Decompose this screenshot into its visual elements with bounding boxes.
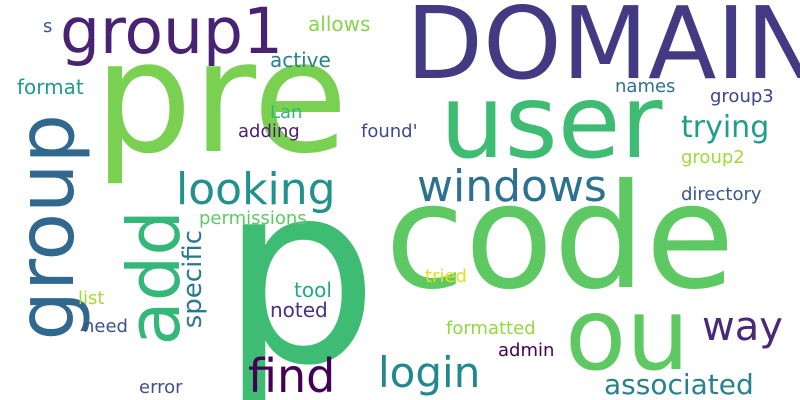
word-noted: noted — [270, 298, 328, 322]
word-list: list — [78, 288, 105, 309]
word-formatted: formatted — [446, 318, 536, 339]
word-format: format — [17, 75, 84, 99]
word-s: s — [43, 16, 53, 37]
word-looking: looking — [176, 164, 336, 215]
word-trying: trying — [681, 110, 770, 145]
word-group2: group2 — [681, 147, 745, 168]
word-tool: tool — [294, 278, 332, 302]
word-need: need — [83, 316, 128, 337]
word-adding: adding — [238, 121, 300, 142]
word-group: group — [2, 114, 92, 341]
word-names: names — [615, 76, 676, 97]
word-allows: allows — [308, 12, 371, 36]
word-pre: pre — [94, 7, 349, 188]
word-find: find — [248, 349, 336, 400]
word-ou: ou — [565, 276, 690, 393]
word-windows: windows — [417, 161, 607, 212]
word-associated: associated — [604, 368, 754, 400]
word-domain: DOMAIN — [406, 0, 800, 102]
word-group3: group3 — [710, 86, 774, 107]
word-directory: directory — [681, 184, 762, 205]
word-code: code — [385, 153, 735, 322]
word-permissions: permissions — [199, 208, 307, 229]
word-p: p — [220, 129, 379, 400]
word-login: login — [378, 348, 481, 397]
word-lan: Lan — [270, 102, 303, 123]
word-specific: specific — [178, 230, 208, 329]
word-user: user — [440, 63, 663, 182]
word-admin: admin — [498, 340, 555, 361]
word-error: error — [139, 377, 183, 398]
word-active: active — [270, 48, 331, 72]
word-found: found' — [361, 121, 418, 142]
word-way: way — [702, 304, 783, 350]
word-group1: group1 — [60, 0, 284, 68]
word-tried: tried — [425, 266, 467, 287]
